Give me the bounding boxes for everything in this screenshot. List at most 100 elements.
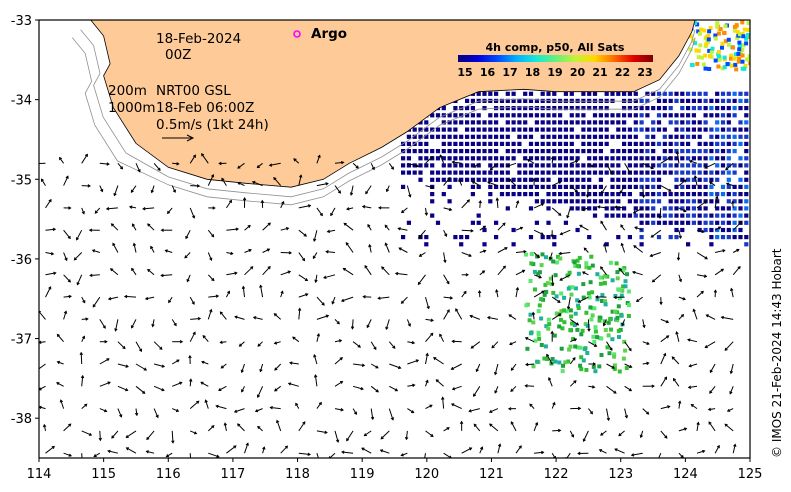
current-arrow bbox=[262, 266, 271, 276]
current-arrow bbox=[370, 363, 379, 369]
current-arrow bbox=[293, 158, 300, 164]
current-arrow bbox=[579, 224, 589, 231]
sst-pixel bbox=[744, 41, 749, 46]
sst-pixel bbox=[726, 213, 731, 218]
current-arrowhead bbox=[540, 203, 545, 207]
current-arrow bbox=[689, 363, 698, 367]
sst-pixel bbox=[563, 106, 568, 111]
sst-pixel bbox=[622, 91, 627, 96]
sst-pixel bbox=[651, 156, 656, 161]
current-arrow bbox=[606, 408, 610, 421]
sst-pixel bbox=[686, 220, 691, 225]
sst-pixel bbox=[563, 184, 568, 189]
current-arrow bbox=[315, 274, 318, 283]
sst-pixel bbox=[599, 353, 604, 357]
current-arrowhead bbox=[585, 194, 590, 198]
current-arrowhead bbox=[385, 188, 390, 193]
sst-pixel bbox=[633, 113, 638, 118]
current-arrow bbox=[424, 453, 426, 458]
current-arrow bbox=[45, 252, 54, 255]
sst-pixel bbox=[592, 199, 598, 204]
sst-pixel bbox=[639, 220, 644, 225]
current-arrowhead bbox=[266, 248, 271, 252]
sst-pixel bbox=[593, 329, 598, 334]
current-arrow bbox=[417, 274, 426, 285]
current-arrowhead bbox=[64, 257, 68, 262]
sst-pixel bbox=[569, 199, 574, 204]
sst-pixel bbox=[691, 156, 696, 161]
sst-pixel bbox=[499, 141, 505, 146]
sst-pixel bbox=[726, 192, 731, 197]
current-arrowhead bbox=[687, 338, 691, 342]
current-arrow bbox=[189, 379, 192, 387]
sst-pixel bbox=[740, 59, 745, 64]
sst-pixel bbox=[715, 24, 720, 29]
current-arrowhead bbox=[404, 436, 409, 441]
sst-pixel bbox=[529, 261, 534, 266]
sst-pixel bbox=[706, 37, 711, 42]
sst-pixel bbox=[703, 127, 708, 132]
sst-pixel bbox=[406, 156, 411, 161]
current-arrowhead bbox=[201, 152, 205, 157]
current-arrow bbox=[714, 249, 725, 253]
current-arrowhead bbox=[550, 234, 554, 238]
current-arrow bbox=[476, 363, 481, 372]
sst-pixel bbox=[656, 199, 662, 204]
sst-pixel bbox=[581, 113, 586, 118]
current-arrow bbox=[257, 386, 264, 398]
current-arrowhead bbox=[650, 166, 654, 170]
sst-pixel bbox=[447, 163, 452, 168]
sst-pixel bbox=[592, 149, 598, 154]
current-arrow bbox=[334, 319, 340, 325]
current-arrowhead bbox=[508, 178, 512, 182]
sst-pixel bbox=[540, 98, 545, 103]
sst-pixel bbox=[494, 127, 499, 132]
current-arrow bbox=[386, 185, 390, 192]
sst-pixel bbox=[732, 113, 737, 118]
current-arrow bbox=[548, 377, 553, 387]
sst-pixel bbox=[592, 306, 597, 311]
sst-pixel bbox=[441, 192, 446, 197]
current-arrowhead bbox=[273, 341, 278, 345]
sst-pixel bbox=[465, 113, 470, 118]
sst-pixel bbox=[505, 141, 510, 146]
sst-pixel bbox=[418, 177, 423, 182]
current-arrow bbox=[620, 224, 626, 231]
sst-pixel bbox=[470, 98, 475, 103]
sst-pixel bbox=[639, 113, 644, 118]
current-arrow bbox=[63, 274, 71, 283]
current-arrow bbox=[288, 382, 299, 387]
current-arrowhead bbox=[400, 300, 405, 304]
sst-pixel bbox=[598, 199, 603, 204]
current-arrow bbox=[443, 296, 453, 299]
current-arrowhead bbox=[216, 454, 220, 458]
sst-pixel bbox=[465, 163, 470, 168]
sst-pixel bbox=[639, 156, 644, 161]
current-arrowhead bbox=[502, 222, 506, 226]
sst-pixel bbox=[482, 170, 487, 175]
current-arrowhead bbox=[518, 445, 522, 449]
current-arrow bbox=[152, 319, 155, 327]
current-arrow bbox=[497, 222, 506, 231]
current-arrow bbox=[331, 296, 336, 304]
current-arrowhead bbox=[363, 433, 367, 437]
current-arrowhead bbox=[704, 256, 708, 260]
current-arrow bbox=[380, 449, 390, 454]
current-arrowhead bbox=[729, 391, 733, 395]
current-arrowhead bbox=[41, 178, 44, 182]
sst-pixel bbox=[744, 134, 749, 139]
current-arrow bbox=[473, 423, 481, 432]
sst-pixel bbox=[651, 184, 656, 189]
sst-pixel bbox=[720, 235, 726, 240]
sst-pixel bbox=[459, 177, 464, 182]
sst-pixel bbox=[584, 368, 589, 372]
current-arrow bbox=[652, 274, 662, 283]
current-arrow bbox=[603, 319, 607, 326]
current-arrow bbox=[92, 296, 101, 308]
sst-pixel bbox=[639, 149, 644, 154]
current-arrowhead bbox=[508, 314, 512, 318]
current-arrowhead bbox=[430, 332, 434, 336]
sst-pixel bbox=[569, 106, 574, 111]
sst-pixel bbox=[556, 254, 560, 259]
current-arrow bbox=[705, 341, 716, 348]
